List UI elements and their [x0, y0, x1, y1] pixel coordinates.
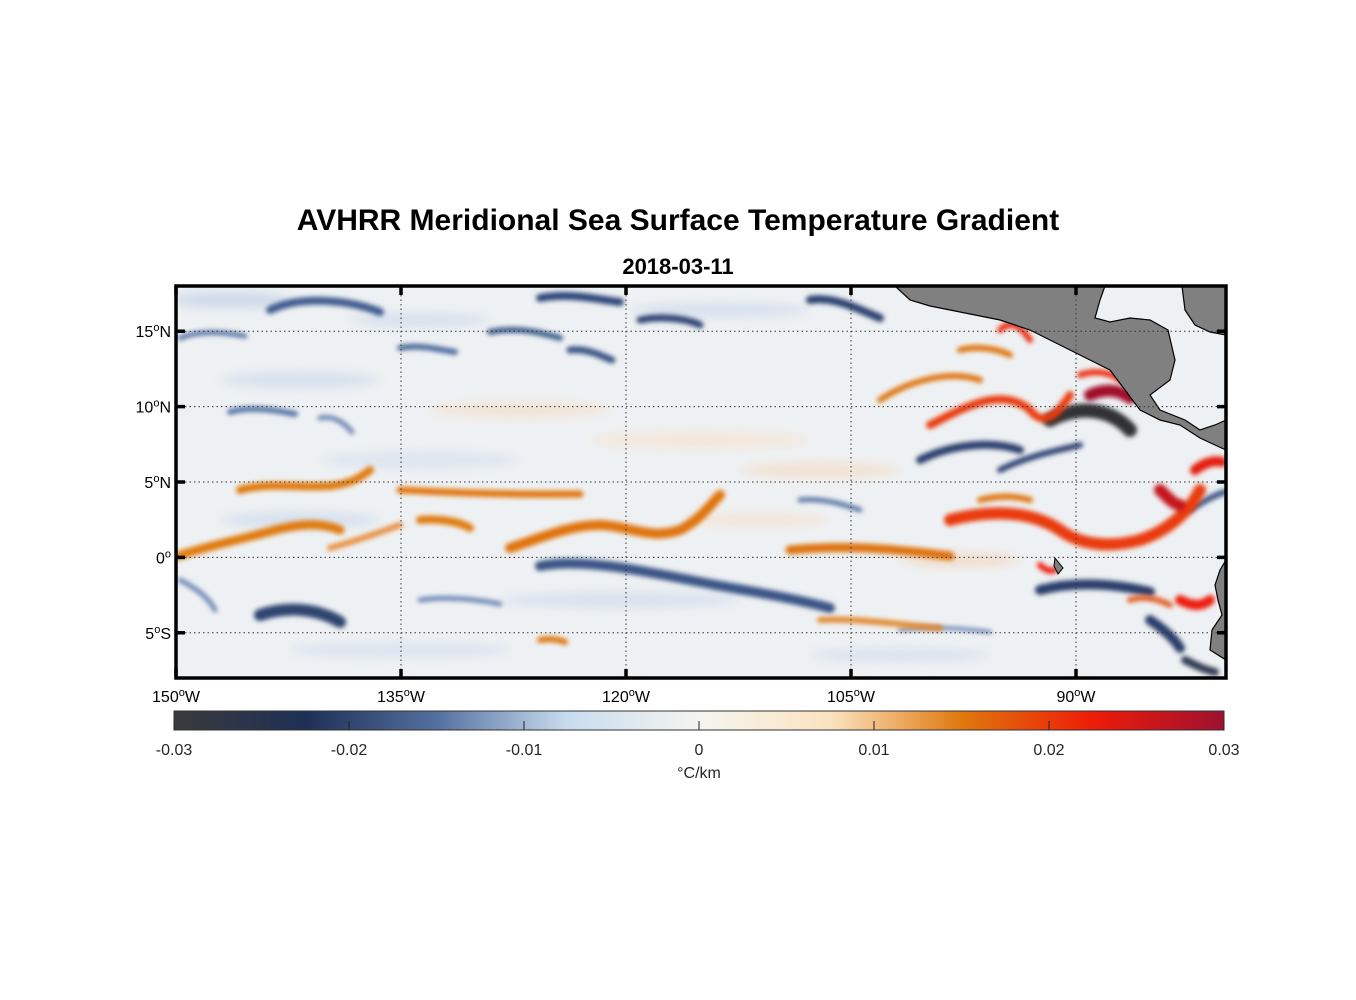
land-central-america: [894, 286, 1226, 451]
lon-tick-label: 105oW: [827, 687, 876, 706]
lat-tick-label: 15oN: [136, 322, 171, 341]
colorbar-units-label: °C/km: [677, 765, 721, 782]
colorbar-tick-label: 0: [695, 742, 704, 759]
colorbar-tick-label: 0.01: [858, 742, 889, 759]
land-galapagos: [1053, 556, 1064, 575]
colorbar-tick-label: -0.03: [156, 742, 193, 759]
map-panel: 150oW 135oW 120oW 105oW 90oW 15oN 10oN 5oN 0o 5o…: [136, 284, 1228, 706]
lon-tick-label: 150oW: [152, 687, 201, 706]
lat-tick-label: 0o: [156, 548, 171, 567]
map-title: AVHRR Meridional Sea Surface Temperature…: [296, 204, 1060, 237]
negative-gradient-features: [177, 291, 1226, 676]
positive-gradient-features: [176, 321, 1226, 645]
lon-tick-label: 90oW: [1056, 687, 1096, 706]
gradient-texture: [176, 292, 1020, 662]
lat-tick-label: 5oN: [144, 473, 171, 492]
lat-tick-label: 10oN: [136, 398, 171, 417]
colorbar-ticks: -0.03 -0.02 -0.01 0 0.01 0.02 0.03: [156, 721, 1240, 759]
colorbar-tick-label: -0.01: [506, 742, 543, 759]
colorbar-tick-label: 0.03: [1208, 742, 1239, 759]
colorbar-tick-label: 0.02: [1033, 742, 1064, 759]
map-subtitle: 2018-03-11: [622, 254, 734, 279]
lat-tick-label: 5oS: [145, 624, 171, 643]
longitude-axis: 150oW 135oW 120oW 105oW 90oW: [152, 286, 1096, 706]
latitude-axis: 15oN 10oN 5oN 0o 5oS: [136, 322, 1226, 643]
lon-tick-label: 120oW: [602, 687, 651, 706]
colorbar: -0.03 -0.02 -0.01 0 0.01 0.02 0.03 °C/km: [156, 710, 1240, 782]
colorbar-tick-label: -0.02: [331, 742, 368, 759]
lon-tick-label: 135oW: [377, 687, 426, 706]
land-south-america: [1209, 558, 1226, 661]
